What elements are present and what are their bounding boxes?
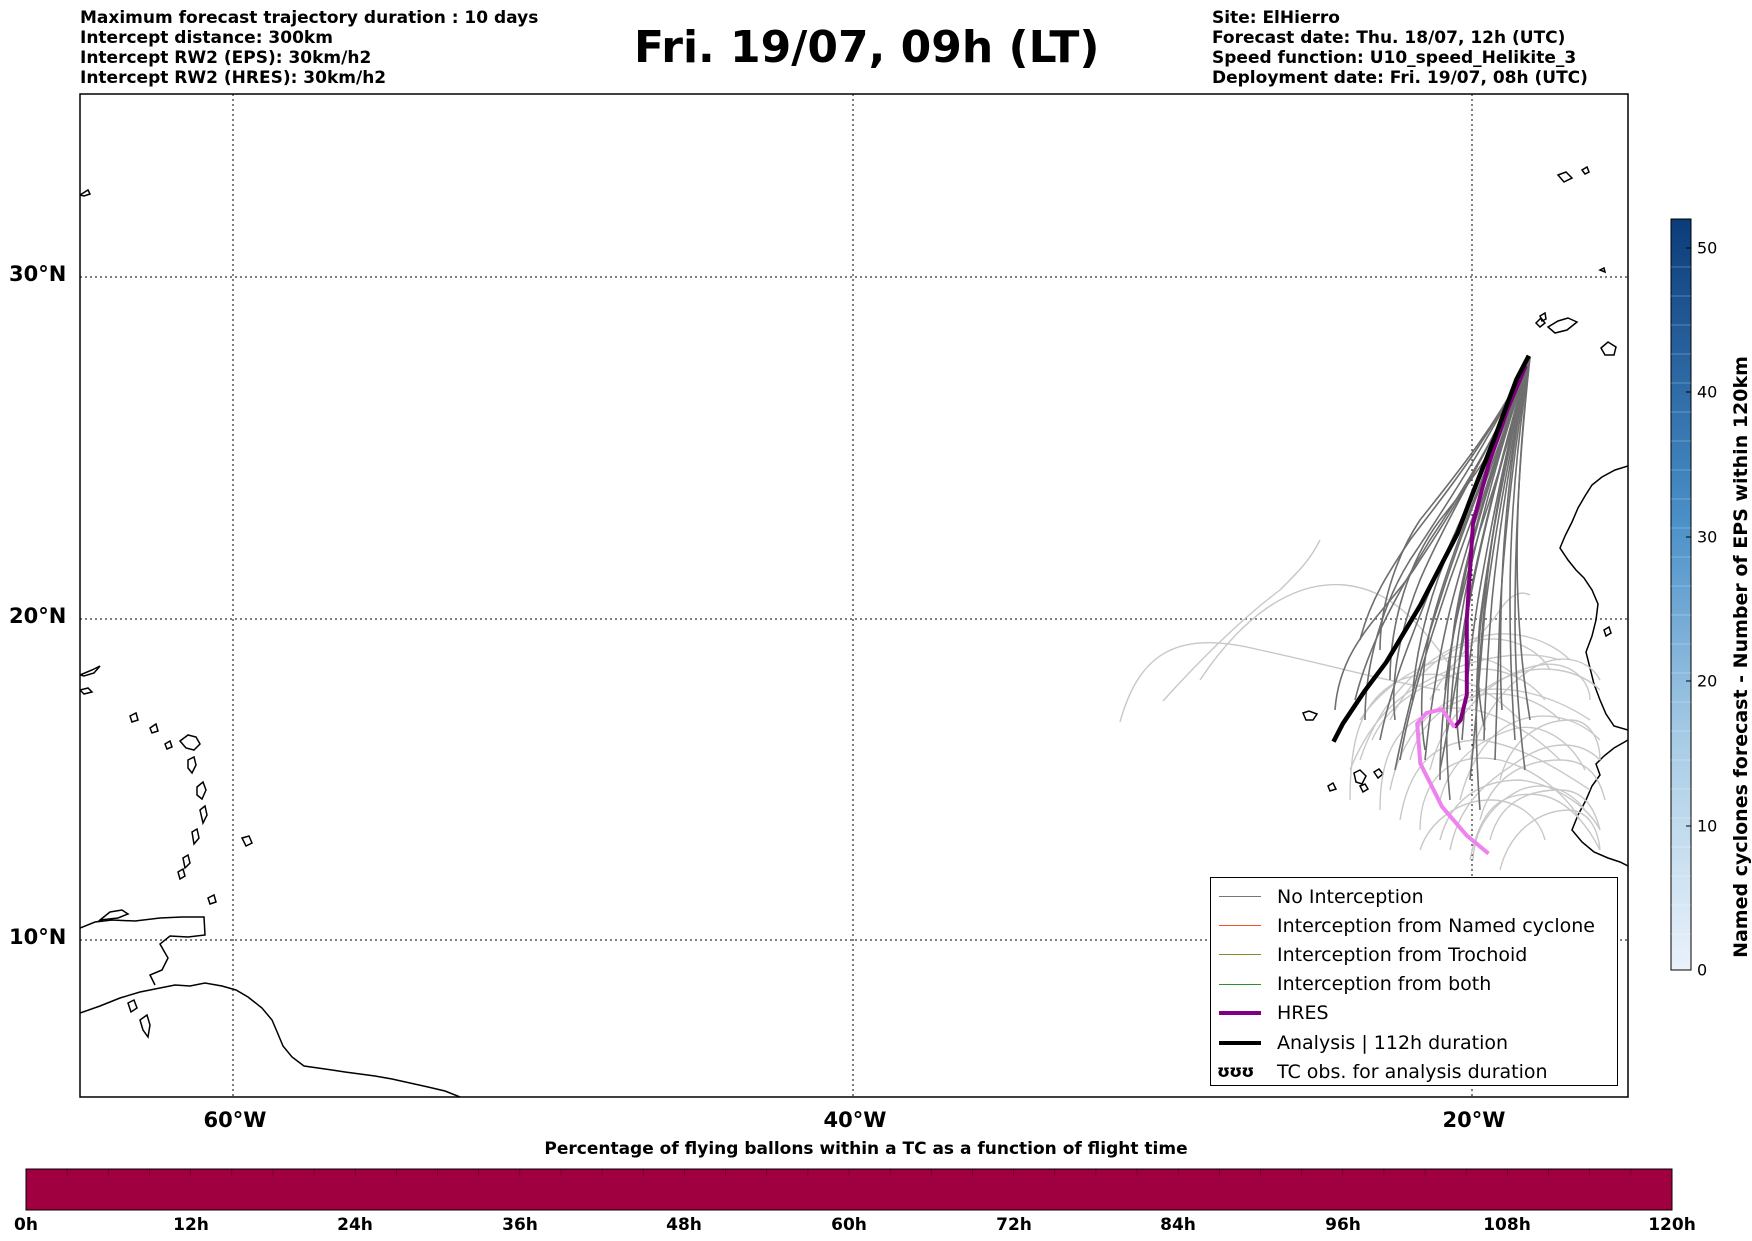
flight-time-tick: 12h <box>173 1215 209 1235</box>
header-right-line: Site: ElHierro <box>1212 8 1340 28</box>
page-title: Fri. 19/07, 09h (LT) <box>634 22 1100 73</box>
lon-label-60w: 60°W <box>203 1108 267 1132</box>
tc-obs-symbol-icon: ʊʊʊ <box>1217 1061 1254 1082</box>
colorbar-tick: 50 <box>1697 238 1718 258</box>
flight-time-tick: 48h <box>666 1215 702 1235</box>
legend-item-hres: HRES <box>1211 999 1617 1028</box>
colorbar-vertical-fill <box>1670 218 1692 971</box>
colorbar-tick: 0 <box>1697 960 1708 980</box>
legend-item-analysis: Analysis | 112h duration <box>1211 1028 1617 1057</box>
coastline-americas <box>80 188 461 1097</box>
legend-item-no-interception: No Interception <box>1211 882 1617 911</box>
header-info-left: Maximum forecast trajectory duration : 1… <box>80 8 538 88</box>
map-frame <box>79 93 1629 1098</box>
lon-label-20w: 20°W <box>1442 1108 1506 1132</box>
hres-track-extension <box>1415 707 1490 856</box>
legend-line-named-cyclone <box>1219 925 1261 927</box>
legend-label: TC obs. for analysis duration <box>1277 1060 1548 1083</box>
colorbar-tick: 20 <box>1697 671 1718 691</box>
header-right-line: Deployment date: Fri. 19/07, 08h (UTC) <box>1212 68 1588 88</box>
header-left-line: Maximum forecast trajectory duration : 1… <box>80 8 539 28</box>
header-info-right: Site: ElHierro Forecast date: Thu. 18/07… <box>1212 8 1588 88</box>
colorbar-horizontal-title: Percentage of flying ballons within a TC… <box>544 1139 1188 1159</box>
header-left-line: Intercept distance: 300km <box>80 28 333 48</box>
flight-time-tick: 96h <box>1325 1215 1361 1235</box>
flight-time-tick: 36h <box>502 1215 538 1235</box>
legend-line-both <box>1219 983 1261 985</box>
flight-time-tick: 84h <box>1160 1215 1196 1235</box>
lon-label-40w: 40°W <box>823 1108 887 1132</box>
legend-line-trochoid <box>1219 954 1261 956</box>
colorbar-horizontal <box>25 1168 1673 1211</box>
lat-label-20n: 20°N <box>9 604 67 628</box>
legend-item-trochoid: Interception from Trochoid <box>1211 940 1617 969</box>
flight-time-tick: 0h <box>14 1215 38 1235</box>
eps-trajectories-light <box>1119 539 1606 871</box>
header-left-line: Intercept RW2 (HRES): 30km/h2 <box>80 68 387 88</box>
flight-time-tick: 120h <box>1648 1215 1696 1235</box>
flight-time-tick: 72h <box>996 1215 1032 1235</box>
legend-label: HRES <box>1277 1002 1329 1025</box>
analysis-track <box>1331 354 1531 743</box>
legend-label: No Interception <box>1277 885 1424 908</box>
legend-label: Interception from both <box>1277 973 1492 996</box>
lat-label-30n: 30°N <box>9 262 67 286</box>
colorbar-vertical <box>1670 218 1692 971</box>
legend-line-analysis <box>1219 1040 1261 1045</box>
legend-item-named-cyclone: Interception from Named cyclone <box>1211 911 1617 940</box>
colorbar-tick: 10 <box>1697 816 1718 836</box>
colorbar-tick: 40 <box>1697 382 1718 402</box>
legend-item-tc-obs: ʊʊʊ TC obs. for analysis duration <box>1211 1057 1617 1086</box>
hres-track <box>1452 365 1528 729</box>
legend-line-hres <box>1219 1011 1261 1016</box>
flight-time-tick: 108h <box>1483 1215 1531 1235</box>
colorbar-vertical-label: Named cyclones forecast - Number of EPS … <box>1730 356 1752 958</box>
header-right-line: Speed function: U10_speed_Helikite_3 <box>1212 48 1577 68</box>
flight-time-tick: 24h <box>337 1215 373 1235</box>
map-legend: No Interception Interception from Named … <box>1210 877 1618 1086</box>
header-left-line: Intercept RW2 (EPS): 30km/h2 <box>80 48 372 68</box>
legend-line-no-interception <box>1219 896 1261 898</box>
colorbar-horizontal-fill <box>25 1168 1673 1211</box>
map-area <box>80 94 1628 1097</box>
legend-label: Interception from Trochoid <box>1277 943 1528 966</box>
lat-label-10n: 10°N <box>9 925 67 949</box>
colorbar-tick: 30 <box>1697 527 1718 547</box>
legend-item-both: Interception from both <box>1211 970 1617 999</box>
header-right-line: Forecast date: Thu. 18/07, 12h (UTC) <box>1212 28 1566 48</box>
legend-label: Interception from Named cyclone <box>1277 914 1595 937</box>
flight-time-tick: 60h <box>831 1215 867 1235</box>
legend-label: Analysis | 112h duration <box>1277 1031 1509 1054</box>
